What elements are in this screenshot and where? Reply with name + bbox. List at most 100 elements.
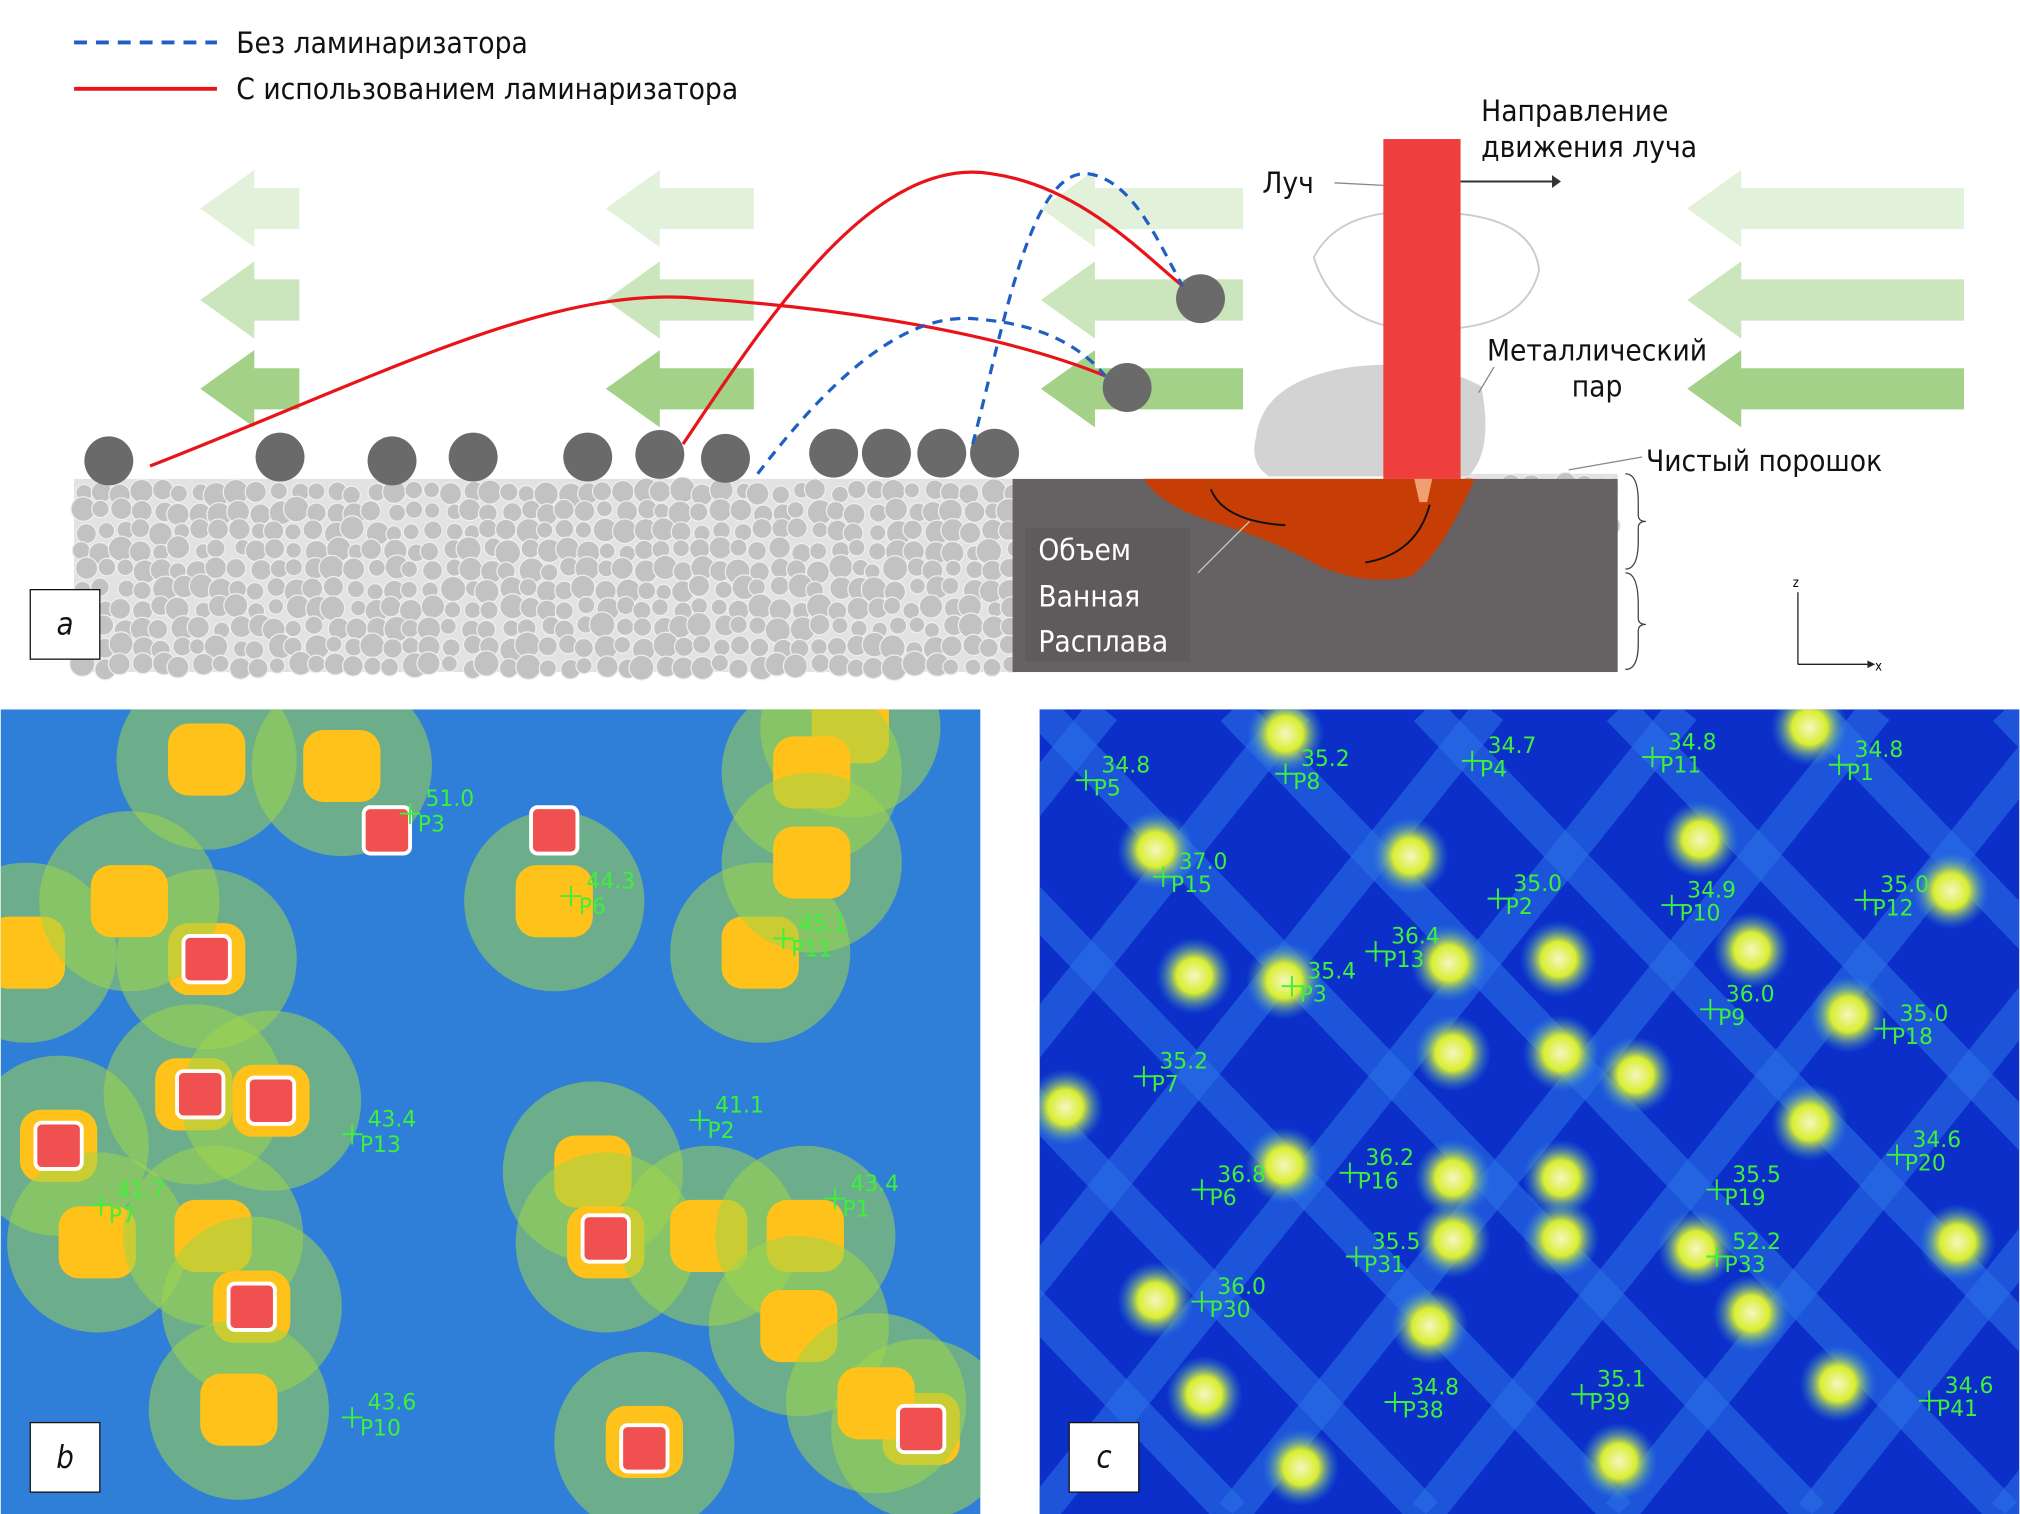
powder-particle [673,636,695,657]
hot-glow [1414,1014,1492,1092]
heat-track [1606,709,2020,1151]
powder-particle [205,538,226,559]
powder-particle [499,482,519,502]
powder-particle [964,658,982,676]
powder-particle [443,600,462,619]
powder-particle [441,638,461,658]
powder-particle [942,658,960,676]
reading-point: P4 [1480,757,1507,782]
powder-particle [537,635,558,657]
crosshair [1152,866,1174,888]
hot-glow [1246,709,1325,773]
powder-particle [269,481,289,501]
powder-particle [747,540,768,562]
hot-glow [1712,911,1791,989]
powder-particle [828,554,854,580]
hot-glow [1597,1036,1675,1114]
reading-point: P11 [1660,753,1701,778]
powder-particle [729,538,748,557]
powder-particle [131,652,155,675]
powder-particle [151,478,174,501]
reading-point: P13 [360,1133,401,1158]
powder-particle [714,580,734,600]
reading-value: 41.7 [117,1178,166,1203]
powder-particle [610,479,635,504]
powder-particle [128,540,152,564]
powder-particle [901,650,928,677]
powder-particle [284,522,302,541]
powder-particle [628,654,655,681]
spatter-particle [84,436,134,486]
melt-label: Расплава [1038,624,1168,658]
axis-x-label: x [1875,660,1882,675]
powder-particle [849,619,868,638]
crosshair [1700,999,1721,1020]
powder-particle [908,616,926,634]
powder-particle [421,560,444,582]
powder-particle [831,616,849,635]
crosshair [1275,763,1296,785]
reading-value: 51.0 [426,787,475,812]
powder-particle [473,578,500,605]
spatter-particle [1176,274,1225,324]
reading-value: 35.2 [1301,747,1350,772]
reading-point: P2 [1506,895,1533,920]
crosshair [1706,1179,1728,1200]
leader-line [1197,520,1250,574]
powder-particle [573,637,594,659]
reading-point: P12 [1873,896,1914,921]
powder-particle [302,519,324,541]
panel-letter-box [29,1421,101,1493]
powder-particle [615,617,635,637]
hot-glow [1039,1068,1104,1146]
crosshair [1281,975,1303,997]
powder-particle [975,537,1003,565]
hot-glow [1912,852,1990,930]
hot-glow [1410,924,1488,1002]
powder-particle [554,518,575,539]
powder-particle [671,539,691,558]
powder-particle [888,616,908,635]
hot-spot [168,723,246,796]
powder-particle [401,636,420,656]
powder-particle [74,556,99,581]
heat-track [1798,1228,2020,1514]
reading-point: P3 [418,813,445,838]
powder-particle [319,595,346,622]
reading-value: 35.4 [1307,959,1356,984]
keyhole [1414,478,1433,503]
powder-particle [903,481,921,499]
hot-glow [1712,1274,1791,1352]
powder-particle [494,539,522,566]
panel-letter-box [1068,1421,1140,1493]
hot-glow [1657,1210,1735,1288]
powder-particle [595,500,614,518]
powder-particle [768,536,792,560]
leader-line [1568,456,1643,471]
crosshair [90,1194,112,1216]
powder-label: Чистый порошок [1646,444,1882,478]
hot-spot [773,826,851,899]
powder-particle [284,557,304,577]
crosshair [1365,941,1386,962]
powder-particle [473,650,500,677]
airflow-arrow [1687,169,1964,248]
powder-particle [169,484,189,503]
crosshair [1346,1246,1367,1267]
panel-letter: a [57,607,74,643]
powder-particle [211,654,230,673]
powder-particle [249,503,272,526]
spatter-particle [448,432,498,482]
crosshair [1918,1390,1940,1412]
powder-particle [918,594,944,619]
heat-track [1039,886,1632,1514]
powder-particle [494,518,517,541]
powder-particle [91,499,110,519]
crosshair [341,1407,363,1428]
powder-particle [109,597,132,620]
powder-particle [75,523,97,545]
powder-particle [458,556,484,582]
crosshair [1854,889,1876,911]
powder-particle [615,595,636,616]
powder-particle [882,596,902,616]
